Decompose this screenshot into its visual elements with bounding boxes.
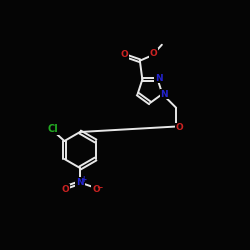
Text: −: − [96,183,103,192]
Text: O: O [120,50,128,59]
Text: N: N [160,90,168,98]
Text: O: O [61,184,69,194]
Text: O: O [92,184,100,194]
Text: +: + [80,175,86,184]
Text: O: O [175,123,183,132]
Text: N: N [76,178,84,187]
Text: N: N [155,74,163,83]
Text: O: O [150,49,158,58]
Text: Cl: Cl [47,124,58,134]
